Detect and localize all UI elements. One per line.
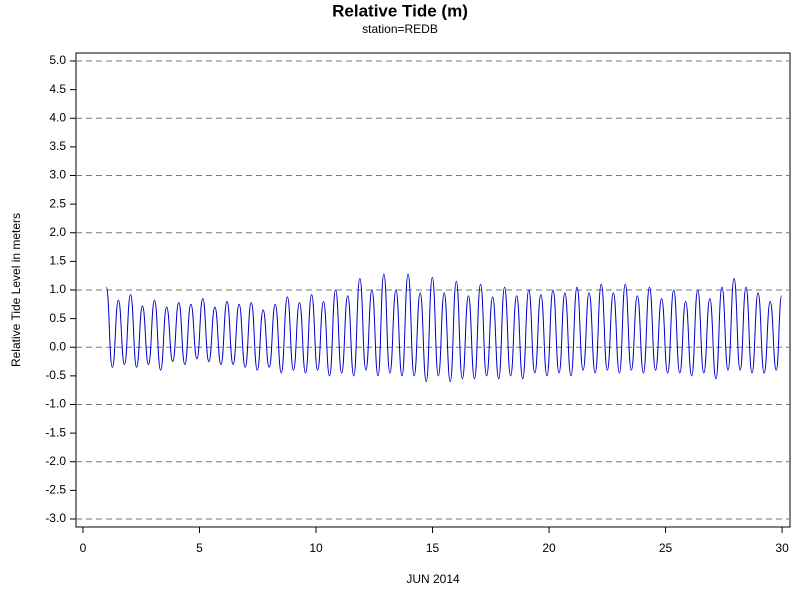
y-tick-label: 1.5 [49, 254, 66, 268]
y-tick-label: 1.0 [49, 282, 66, 296]
y-tick-label: 4.0 [49, 110, 66, 124]
x-tick-label: 25 [659, 541, 673, 555]
x-tick-label: 0 [80, 541, 87, 555]
x-tick-label: 30 [775, 541, 789, 555]
chart-subtitle: station=REDB [362, 22, 438, 36]
y-tick-label: 2.0 [49, 225, 66, 239]
x-tick-label: 10 [309, 541, 323, 555]
y-tick-label: 3.5 [49, 139, 66, 153]
y-tick-label: 0.5 [49, 311, 66, 325]
chart-title: Relative Tide (m) [332, 1, 468, 20]
y-tick-label: -2.5 [45, 483, 66, 497]
x-tick-label: 15 [426, 541, 440, 555]
y-tick-label: -2.0 [45, 454, 66, 468]
y-tick-label: 3.0 [49, 168, 66, 182]
y-tick-label: 5.0 [49, 53, 66, 67]
y-tick-label: -0.5 [45, 368, 66, 382]
y-axis-label: Relative Tide Level in meters [9, 213, 23, 367]
tide-line [105, 273, 783, 383]
y-tick-label: -1.5 [45, 425, 66, 439]
y-tick-label: 4.5 [49, 82, 66, 96]
y-tick-label: -1.0 [45, 397, 66, 411]
x-axis-label: JUN 2014 [406, 572, 460, 586]
y-tick-label: 2.5 [49, 196, 66, 210]
x-tick-label: 5 [196, 541, 203, 555]
y-tick-label: -3.0 [45, 511, 66, 525]
y-tick-label: 0.0 [49, 339, 66, 353]
x-tick-label: 20 [542, 541, 556, 555]
